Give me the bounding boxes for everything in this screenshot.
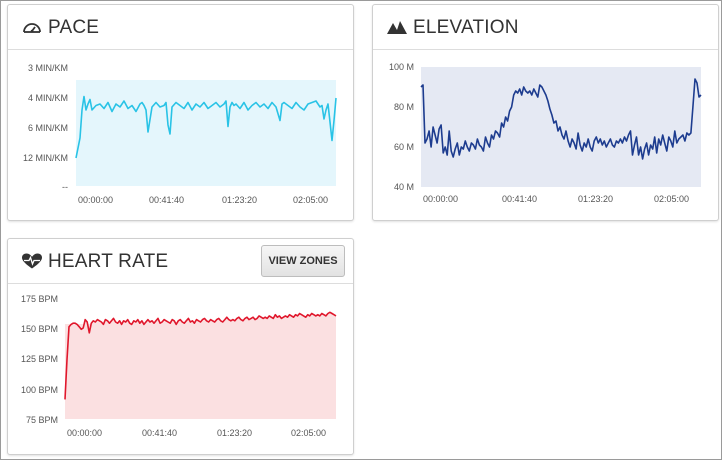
- y-tick-label: 150 BPM: [21, 324, 58, 334]
- speedometer-icon: [23, 23, 41, 33]
- pace-card-header: PACE: [8, 5, 353, 50]
- series-area: [65, 312, 336, 419]
- heart-rate-card-title: HEART RATE: [48, 251, 169, 272]
- y-tick-label: 75 BPM: [26, 415, 58, 425]
- y-tick-label: 60 M: [394, 142, 414, 152]
- y-tick-label: 80 M: [394, 102, 414, 112]
- heart-rate-card-header: HEART RATE VIEW ZONES: [8, 239, 353, 284]
- elevation-card: ELEVATION 100 M 80 M 60 M 40 M 00:00:00 00:41…: [372, 4, 719, 221]
- y-tick-label: 6 MIN/KM: [28, 123, 68, 133]
- y-tick-label: 125 BPM: [21, 354, 58, 364]
- y-tick-label: --: [62, 182, 68, 192]
- x-tick-label: 00:00:00: [67, 428, 102, 438]
- y-tick-label: 175 BPM: [21, 294, 58, 304]
- y-tick-label: 100 M: [389, 62, 414, 72]
- pace-card-title: PACE: [48, 17, 100, 38]
- series-line: [420, 78, 702, 160]
- x-tick-label: 00:00:00: [78, 195, 113, 205]
- elevation-card-title: ELEVATION: [413, 17, 519, 38]
- elevation-card-header: ELEVATION: [373, 5, 718, 50]
- x-tick-label: 01:23:20: [222, 195, 257, 205]
- pace-chart: 3 MIN/KM 4 MIN/KM 6 MIN/KM 12 MIN/KM -- 00:00…: [23, 63, 337, 205]
- series-area: [76, 96, 336, 186]
- x-tick-label: 01:23:20: [217, 428, 252, 438]
- y-tick-label: 3 MIN/KM: [28, 63, 68, 73]
- y-tick-label: 100 BPM: [21, 385, 58, 395]
- y-tick-label: 12 MIN/KM: [23, 153, 68, 163]
- x-tick-label: 02:05:00: [293, 195, 328, 205]
- x-tick-label: 00:41:40: [142, 428, 177, 438]
- x-tick-label: 01:23:20: [578, 194, 613, 204]
- elevation-chart: 100 M 80 M 60 M 40 M 00:00:00 00:41:40 01:23:2…: [389, 62, 702, 204]
- heart-rate-chart: 175 BPM 150 BPM 125 BPM 100 BPM 75 BPM 00:00:…: [21, 294, 337, 438]
- heart-rate-card: HEART RATE VIEW ZONES 175 BPM 150 BPM 125 …: [7, 238, 354, 455]
- mountains-icon: [387, 21, 407, 34]
- heart-pulse-icon: [22, 253, 42, 269]
- y-tick-label: 40 M: [394, 182, 414, 192]
- x-tick-label: 02:05:00: [291, 428, 326, 438]
- x-tick-label: 02:05:00: [654, 194, 689, 204]
- x-tick-label: 00:41:40: [149, 195, 184, 205]
- pace-card: PACE 3 MIN/KM 4 MIN/KM 6 MIN/KM 12 MIN/KM --…: [7, 4, 354, 221]
- x-tick-label: 00:41:40: [502, 194, 537, 204]
- view-zones-button[interactable]: VIEW ZONES: [261, 245, 345, 277]
- x-tick-label: 00:00:00: [423, 194, 458, 204]
- y-tick-label: 4 MIN/KM: [28, 93, 68, 103]
